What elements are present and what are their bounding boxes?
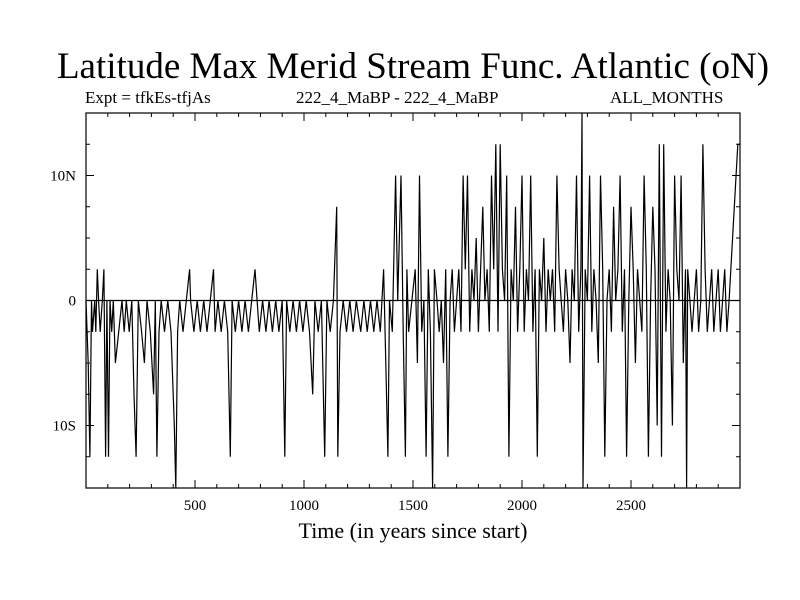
y-tick-label: 10S bbox=[53, 419, 76, 435]
run-comparison-label: 222_4_MaBP - 222_4_MaBP bbox=[296, 88, 499, 107]
y-tick-label: 0 bbox=[69, 294, 77, 310]
y-tick-label: 10N bbox=[50, 169, 76, 185]
months-label: ALL_MONTHS bbox=[610, 88, 724, 107]
axes-layer: 500 1000 1500 2000 2500 10S 0 10N bbox=[50, 112, 741, 514]
chart-title: Latitude Max Merid Stream Func. Atlantic… bbox=[56, 46, 770, 87]
x-tick-label: 1500 bbox=[398, 498, 428, 514]
experiment-label: Expt = tfkEs-tfjAs bbox=[85, 88, 211, 107]
x-axis-label: Time (in years since start) bbox=[298, 518, 528, 543]
x-tick-label: 1000 bbox=[289, 498, 319, 514]
x-tick-label: 2000 bbox=[507, 498, 537, 514]
x-tick-label: 500 bbox=[184, 498, 207, 514]
x-tick-label: 2500 bbox=[616, 498, 646, 514]
